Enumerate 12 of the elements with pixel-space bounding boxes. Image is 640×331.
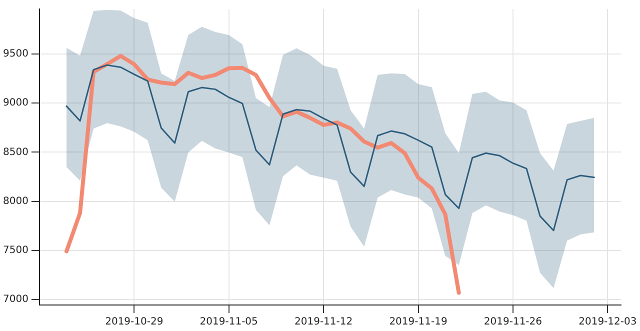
y-tick-label: 8500 xyxy=(2,146,28,158)
x-tick-label: 2019-11-19 xyxy=(389,316,448,328)
x-tick-label: 2019-11-12 xyxy=(294,316,353,328)
y-tick-label: 9000 xyxy=(2,98,28,109)
y-tick-label: 9500 xyxy=(2,48,28,60)
y-tick-label: 7500 xyxy=(2,245,28,256)
y-tick-label: 7000 xyxy=(2,294,28,306)
x-tick-label: 2019-10-29 xyxy=(105,316,164,328)
x-tick-label: 2019-12-03 xyxy=(578,316,637,328)
x-tick-label: 2019-11-26 xyxy=(484,316,542,328)
y-tick-label: 8000 xyxy=(2,196,28,207)
x-tick-label: 2019-11-05 xyxy=(200,316,258,328)
